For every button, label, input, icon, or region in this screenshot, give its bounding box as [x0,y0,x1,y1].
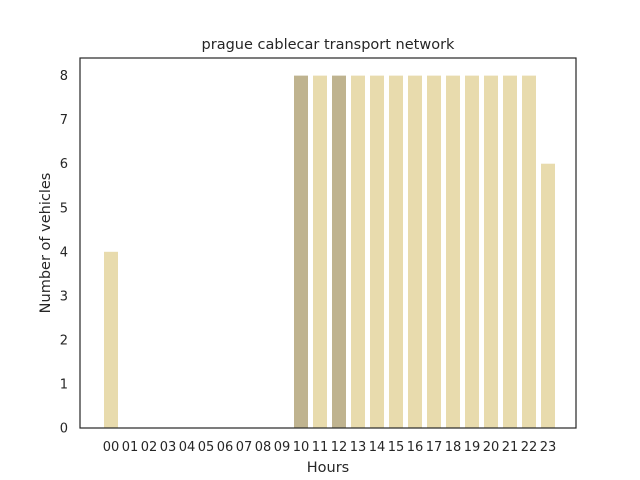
bar-hour-10 [294,75,308,428]
bar-hour-23 [541,163,555,428]
bar-group [104,75,555,428]
x-tick-label: 16 [407,440,424,455]
y-tick-label: 5 [60,201,68,216]
x-tick-label: 04 [179,440,196,455]
x-tick-label: 12 [331,440,348,455]
x-tick-label: 03 [160,440,177,455]
x-tick-label: 20 [483,440,500,455]
y-tick-label: 7 [60,113,68,128]
y-tick-labels: 0 1 2 3 4 5 6 7 8 [60,69,68,436]
y-tick-label: 8 [60,69,68,84]
x-tick-label: 11 [312,440,329,455]
x-tick-label: 02 [141,440,158,455]
x-tick-label: 08 [255,440,272,455]
bar-hour-19 [465,75,479,428]
x-tick-label: 13 [350,440,367,455]
y-axis-title: Number of vehicles [38,173,54,314]
y-tick-label: 2 [60,333,68,348]
x-tick-label: 22 [521,440,538,455]
x-tick-label: 17 [426,440,443,455]
bar-hour-18 [446,75,460,428]
bar-hour-22 [522,75,536,428]
y-tick-label: 4 [60,245,68,260]
y-tick-label: 3 [60,289,68,304]
x-tick-label: 07 [236,440,253,455]
x-tick-label: 06 [217,440,234,455]
y-tick-label: 6 [60,157,68,172]
bar-hour-17 [427,75,441,428]
bar-hour-20 [484,75,498,428]
bar-hour-16 [408,75,422,428]
x-tick-label: 10 [293,440,310,455]
bar-hour-14 [370,75,384,428]
bar-hour-12 [332,75,346,428]
x-tick-label: 01 [122,440,139,455]
x-tick-label: 09 [274,440,291,455]
bar-hour-21 [503,75,517,428]
x-tick-label: 21 [502,440,519,455]
x-tick-label: 05 [198,440,215,455]
x-axis-title: Hours [307,460,349,476]
x-tick-label: 00 [103,440,120,455]
x-tick-label: 18 [445,440,462,455]
y-tick-label: 1 [60,377,68,392]
x-tick-label: 14 [369,440,386,455]
bar-hour-11 [313,75,327,428]
plot-frame [79,57,577,429]
bar-hour-15 [389,75,403,428]
x-tick-label: 23 [540,440,557,455]
bar-hour-13 [351,75,365,428]
bar-hour-00 [104,251,118,428]
y-tick-label: 0 [60,422,68,437]
x-tick-label: 15 [388,440,405,455]
x-tick-label: 19 [464,440,481,455]
x-tick-labels: 00 01 02 03 04 05 06 07 08 09 10 11 12 13 14 15 16 17 18 19… [103,440,557,455]
chart-title: prague cablecar transport network [202,37,456,53]
